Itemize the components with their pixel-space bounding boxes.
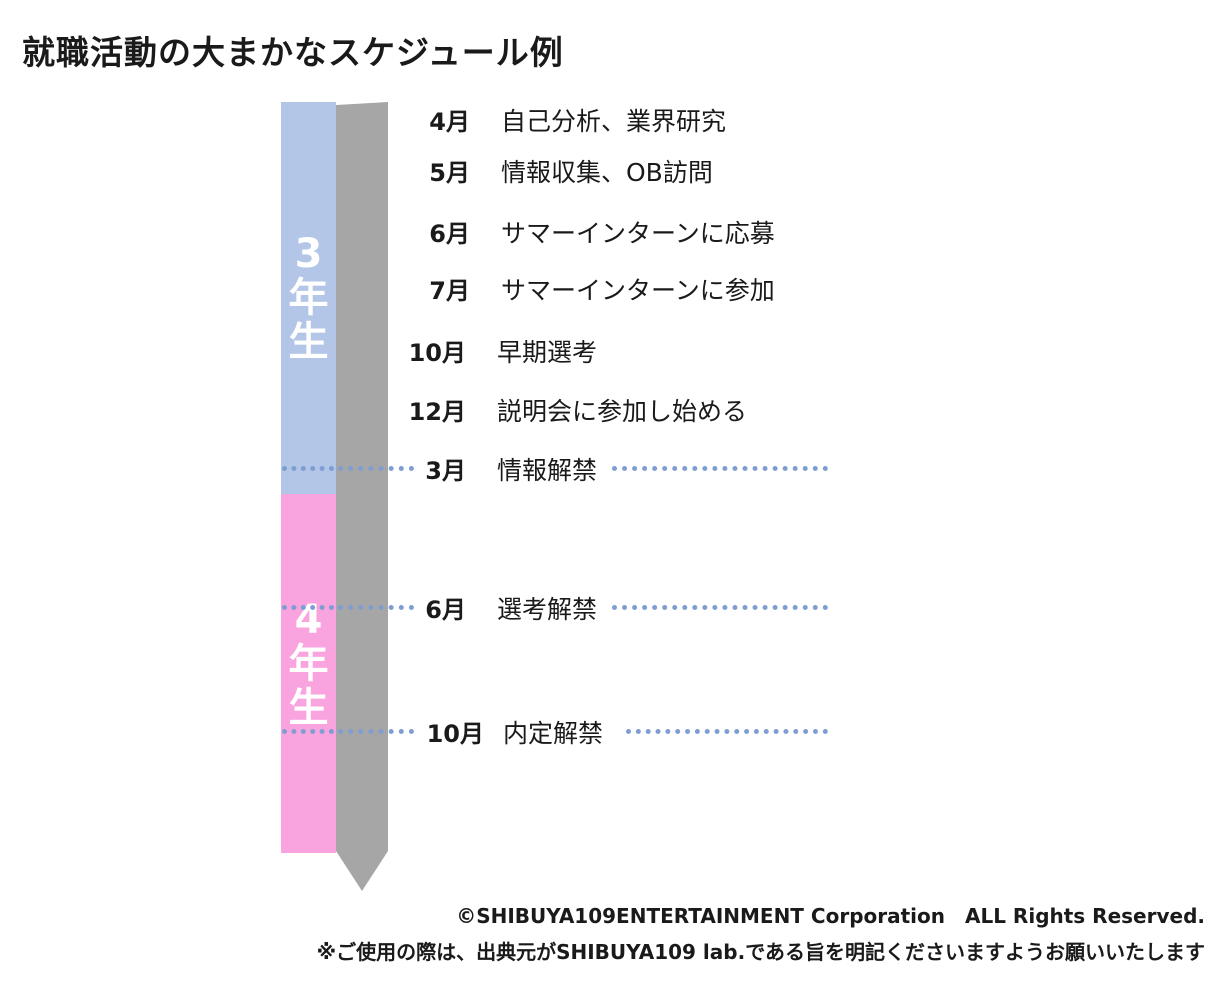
year-3-unit-nen: 年 [288,275,329,321]
year-4-band [281,494,336,853]
page-title: 就職活動の大まかなスケジュール例 [22,33,564,72]
year-4-label: 4 年 生 [281,598,336,730]
dotted-connector [282,466,334,471]
usage-notice: ※ご使用の際は、出典元がSHIBUYA109 lab.である旨を明記くださいます… [316,940,1205,964]
event-label: 説明会に参加し始める [497,397,748,426]
year-3-band [281,102,336,494]
event-label: サマーインターンに応募 [501,219,775,248]
event-month: 7月 [429,277,470,305]
event-label: 情報解禁 [497,456,598,485]
event-month: 10月 [426,720,484,748]
event-label: 選考解禁 [497,595,598,624]
copyright-text: ©SHIBUYA109ENTERTAINMENT Corporation ALL… [456,904,1205,928]
dotted-connector [612,605,828,610]
event-label: 早期選考 [497,338,598,367]
event-label: サマーインターンに参加 [501,276,775,305]
year-3-unit-sei: 生 [288,319,329,365]
dotted-connector [626,729,828,734]
year-3-number: 3 [294,231,323,277]
dotted-connector [338,466,414,471]
dotted-connector [282,605,334,610]
event-label: 自己分析、業界研究 [501,107,727,136]
timeline-arrow [336,102,388,891]
year-4-unit-sei: 生 [288,685,329,731]
dotted-connector [338,729,414,734]
event-label: 情報収集、OB訪問 [501,158,713,187]
event-month: 10月 [408,339,466,367]
event-month: 12月 [408,398,466,426]
event-month: 6月 [429,220,470,248]
dotted-connector [282,729,334,734]
dotted-connector [338,605,414,610]
event-month: 4月 [429,108,470,136]
event-label: 内定解禁 [503,719,604,748]
dotted-connector [612,466,828,471]
year-4-unit-nen: 年 [288,641,329,687]
event-month: 6月 [425,596,466,624]
event-month: 3月 [425,457,466,485]
event-month: 5月 [429,159,470,187]
year-3-label: 3 年 生 [281,232,336,364]
